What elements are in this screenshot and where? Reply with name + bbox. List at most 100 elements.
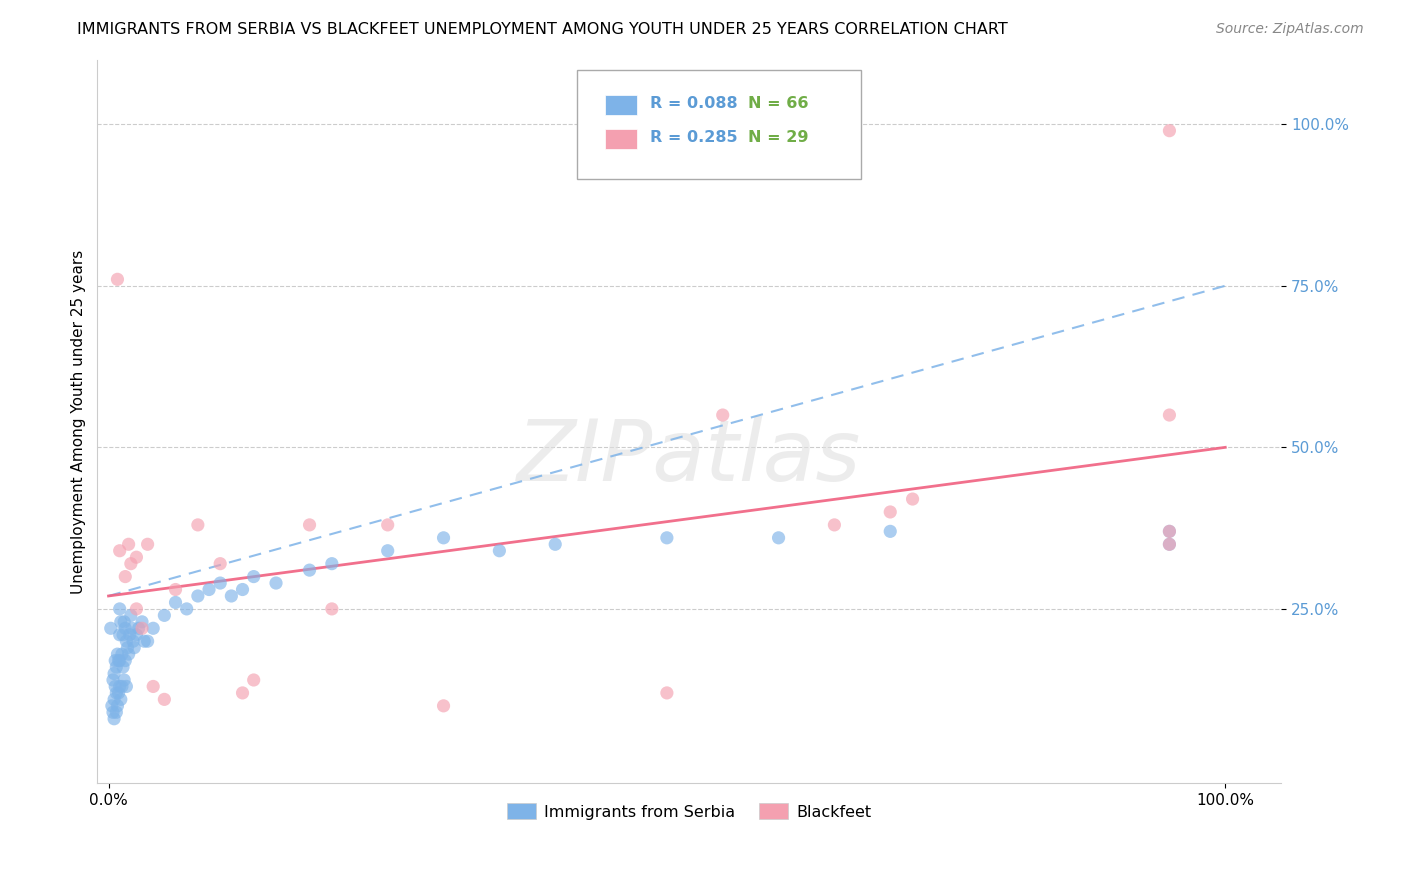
Point xyxy=(655,686,678,700)
Point xyxy=(100,621,122,635)
Point xyxy=(114,621,136,635)
Point xyxy=(1159,537,1181,551)
Point xyxy=(120,557,142,571)
Point xyxy=(298,517,321,532)
Point xyxy=(103,692,125,706)
Point xyxy=(901,491,924,506)
Point xyxy=(134,634,156,648)
Point xyxy=(104,654,127,668)
Point xyxy=(103,666,125,681)
Point xyxy=(1159,524,1181,539)
Point xyxy=(107,647,129,661)
Point xyxy=(105,686,128,700)
Point xyxy=(115,680,138,694)
Point xyxy=(142,621,165,635)
Point xyxy=(165,595,187,609)
FancyBboxPatch shape xyxy=(605,129,637,149)
Point xyxy=(122,640,145,655)
Point xyxy=(153,608,176,623)
Point xyxy=(1159,524,1181,539)
Point xyxy=(104,680,127,694)
Point xyxy=(131,615,153,629)
Point xyxy=(187,517,209,532)
Point xyxy=(114,569,136,583)
Point xyxy=(711,408,734,422)
Point xyxy=(321,557,343,571)
Point xyxy=(118,628,141,642)
Point xyxy=(176,602,198,616)
Point xyxy=(136,634,159,648)
Point xyxy=(111,680,134,694)
Point xyxy=(117,640,139,655)
FancyBboxPatch shape xyxy=(605,95,637,115)
Point xyxy=(231,686,253,700)
Point xyxy=(112,628,135,642)
Point xyxy=(107,698,129,713)
Point xyxy=(198,582,221,597)
Point xyxy=(153,692,176,706)
Point xyxy=(1159,537,1181,551)
Point xyxy=(209,557,232,571)
Point xyxy=(377,543,399,558)
Point xyxy=(544,537,567,551)
Point xyxy=(488,543,510,558)
Point xyxy=(142,680,165,694)
Point xyxy=(377,517,399,532)
Point xyxy=(768,531,790,545)
Point xyxy=(1159,124,1181,138)
FancyBboxPatch shape xyxy=(576,70,860,179)
Text: Source: ZipAtlas.com: Source: ZipAtlas.com xyxy=(1216,22,1364,37)
Point xyxy=(165,582,187,597)
Point xyxy=(125,550,148,565)
Point xyxy=(655,531,678,545)
Point xyxy=(1159,408,1181,422)
Point xyxy=(108,654,131,668)
Point xyxy=(122,634,145,648)
Point xyxy=(101,673,124,687)
Text: N = 66: N = 66 xyxy=(748,96,808,112)
Point xyxy=(823,517,845,532)
Point xyxy=(879,505,901,519)
Point xyxy=(432,698,454,713)
Text: N = 29: N = 29 xyxy=(748,130,808,145)
Point xyxy=(125,628,148,642)
Text: ZIPatlas: ZIPatlas xyxy=(517,417,862,500)
Point xyxy=(187,589,209,603)
Point xyxy=(209,576,232,591)
Legend: Immigrants from Serbia, Blackfeet: Immigrants from Serbia, Blackfeet xyxy=(501,797,877,826)
Point xyxy=(120,608,142,623)
Point xyxy=(121,621,143,635)
Point xyxy=(131,621,153,635)
Point xyxy=(112,660,135,674)
Point xyxy=(108,602,131,616)
Point xyxy=(136,537,159,551)
Point xyxy=(101,698,124,713)
Y-axis label: Unemployment Among Youth under 25 years: Unemployment Among Youth under 25 years xyxy=(72,250,86,593)
Point xyxy=(111,647,134,661)
Point xyxy=(298,563,321,577)
Point xyxy=(114,654,136,668)
Point xyxy=(125,602,148,616)
Point xyxy=(879,524,901,539)
Point xyxy=(105,660,128,674)
Point xyxy=(108,543,131,558)
Point xyxy=(108,628,131,642)
Point xyxy=(242,673,264,687)
Point xyxy=(112,673,135,687)
Point xyxy=(110,692,132,706)
Point xyxy=(101,706,124,720)
Point xyxy=(103,712,125,726)
Point xyxy=(105,706,128,720)
Point xyxy=(117,537,139,551)
Point xyxy=(117,647,139,661)
Point xyxy=(107,654,129,668)
Text: IMMIGRANTS FROM SERBIA VS BLACKFEET UNEMPLOYMENT AMONG YOUTH UNDER 25 YEARS CORR: IMMIGRANTS FROM SERBIA VS BLACKFEET UNEM… xyxy=(77,22,1008,37)
Point xyxy=(242,569,264,583)
Point xyxy=(231,582,253,597)
Point xyxy=(110,615,132,629)
Point xyxy=(128,621,150,635)
Text: R = 0.285: R = 0.285 xyxy=(650,130,738,145)
Point xyxy=(115,634,138,648)
Point xyxy=(107,686,129,700)
Point xyxy=(264,576,287,591)
